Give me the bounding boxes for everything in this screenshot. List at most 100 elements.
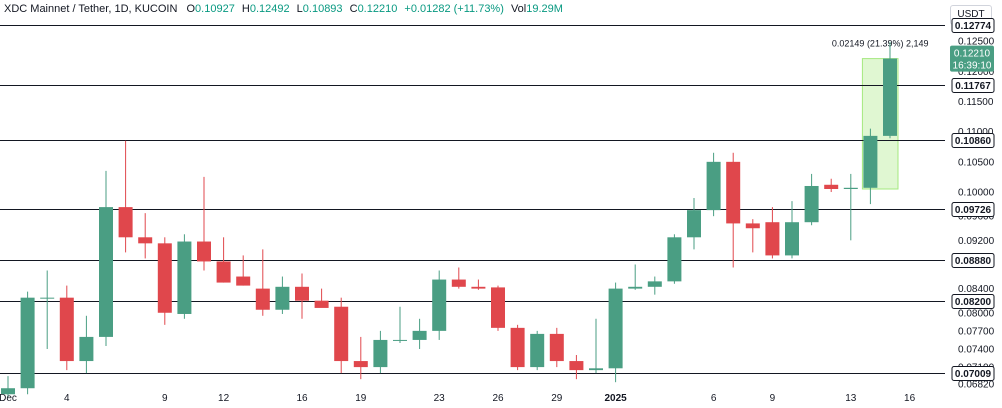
candle-body (20, 297, 35, 389)
high-label: H (241, 3, 250, 15)
candle-body (295, 286, 309, 301)
candle-body (824, 184, 839, 190)
price-tick: 0.12000 (958, 67, 995, 78)
candle-body (687, 210, 701, 238)
candle (569, 355, 584, 380)
level-label: 0.07009 (955, 369, 992, 380)
date-tick: 16 (904, 393, 916, 404)
candle (824, 178, 839, 193)
candle (334, 297, 349, 374)
candle (157, 237, 172, 325)
candle-body (334, 306, 349, 362)
open-label: O (186, 3, 196, 15)
candle-body (745, 223, 760, 229)
candle (765, 207, 780, 259)
candle (549, 327, 564, 368)
current-price-label: 0.12210 (954, 49, 991, 60)
candle (647, 276, 662, 295)
date-tick: 6 (711, 393, 717, 404)
candle-body (216, 261, 231, 283)
price-tick: 0.09600 (958, 212, 995, 223)
candle (883, 41, 897, 139)
date-tick: 16 (296, 393, 308, 404)
candle (1, 376, 15, 398)
date-tick: 19 (355, 393, 367, 404)
volume-value: 19.29M (526, 3, 563, 15)
candle (589, 318, 603, 374)
level-label: 0.11767 (955, 81, 991, 92)
date-tick: 13 (845, 393, 857, 404)
level-label: 0.09726 (955, 205, 992, 216)
countdown-label: 16:39:10 (953, 61, 992, 72)
candle (451, 267, 466, 289)
open-value: 0.10927 (195, 3, 235, 15)
candle (863, 128, 878, 205)
date-tick: 29 (551, 393, 563, 404)
candle (79, 315, 94, 374)
candle-body (628, 286, 643, 289)
candle (353, 336, 368, 380)
candle-body (353, 361, 368, 368)
level-lines (0, 25, 945, 374)
candle-body (510, 327, 525, 368)
candle-body (197, 241, 211, 262)
candle-body (314, 300, 329, 308)
candle-body (569, 361, 584, 371)
price-tick: 0.12500 (958, 37, 995, 48)
candle (412, 318, 427, 349)
time-axis[interactable]: Dec 4 9 12 16 19 23 26 29 2025 6 9 13 16 (0, 393, 916, 404)
price-tick: 0.07400 (958, 344, 995, 355)
candle (706, 152, 721, 217)
candle-body (804, 185, 819, 223)
candle-body (255, 288, 270, 310)
level-labels: 0.12774 0.11767 0.10860 0.09726 0.08880 0.082… (950, 18, 995, 381)
candle-body (1, 388, 15, 395)
candle (471, 279, 486, 290)
date-tick: Dec (0, 393, 17, 404)
candle (667, 234, 682, 284)
candle-body (451, 279, 466, 287)
chart-legend-header: XDC Mainnet / Tether, 1D, KUCOIN O0.1092… (4, 3, 567, 15)
candle (785, 201, 799, 259)
candle (491, 285, 505, 331)
candle (255, 249, 270, 316)
volume-label: Vol (510, 3, 527, 15)
candle (20, 291, 35, 395)
date-tick: 12 (218, 393, 230, 404)
candle (745, 219, 760, 253)
candle (177, 234, 192, 319)
low-label: L (296, 3, 303, 15)
candle-body (118, 207, 133, 238)
candles (1, 41, 897, 398)
candle (804, 173, 819, 226)
candle-body (373, 339, 388, 368)
change-value: +0.01282 (+11.73%) (404, 3, 504, 15)
level-label-box (951, 294, 995, 309)
candle (99, 170, 113, 346)
current-price-box (950, 45, 994, 72)
date-tick: 2025 (604, 393, 627, 404)
candle (393, 306, 407, 343)
price-tick: 0.10000 (958, 188, 995, 199)
candle (236, 255, 251, 286)
candle-body (236, 276, 251, 286)
level-label-box (951, 366, 995, 381)
date-tick: 9 (770, 393, 776, 404)
level-label-box (951, 18, 995, 33)
candle-body (530, 333, 545, 368)
candle (314, 288, 329, 308)
candle-body (393, 339, 407, 341)
candle-body (883, 58, 897, 136)
price-tick: 0.10500 (958, 157, 995, 168)
candle (275, 276, 290, 314)
high-value: 0.12492 (249, 3, 290, 15)
date-tick: 4 (64, 393, 70, 404)
candle-body (412, 330, 427, 340)
candle (608, 282, 623, 383)
measure-label: 0.02149 (21.39%) 2,149 (832, 39, 929, 49)
candle-body (471, 286, 486, 289)
candle-body (549, 333, 564, 362)
candle-body (706, 161, 721, 211)
candle-body (765, 222, 780, 256)
